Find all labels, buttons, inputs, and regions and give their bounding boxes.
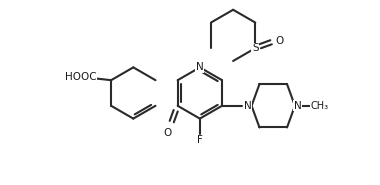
Text: HOOC: HOOC	[65, 72, 97, 82]
Text: N: N	[196, 62, 204, 72]
Text: O: O	[164, 128, 172, 138]
Text: S: S	[252, 43, 259, 53]
Text: N: N	[244, 101, 252, 111]
Text: N: N	[294, 101, 302, 111]
Text: CH₃: CH₃	[310, 101, 329, 111]
Text: O: O	[276, 36, 284, 46]
Text: F: F	[197, 135, 203, 145]
